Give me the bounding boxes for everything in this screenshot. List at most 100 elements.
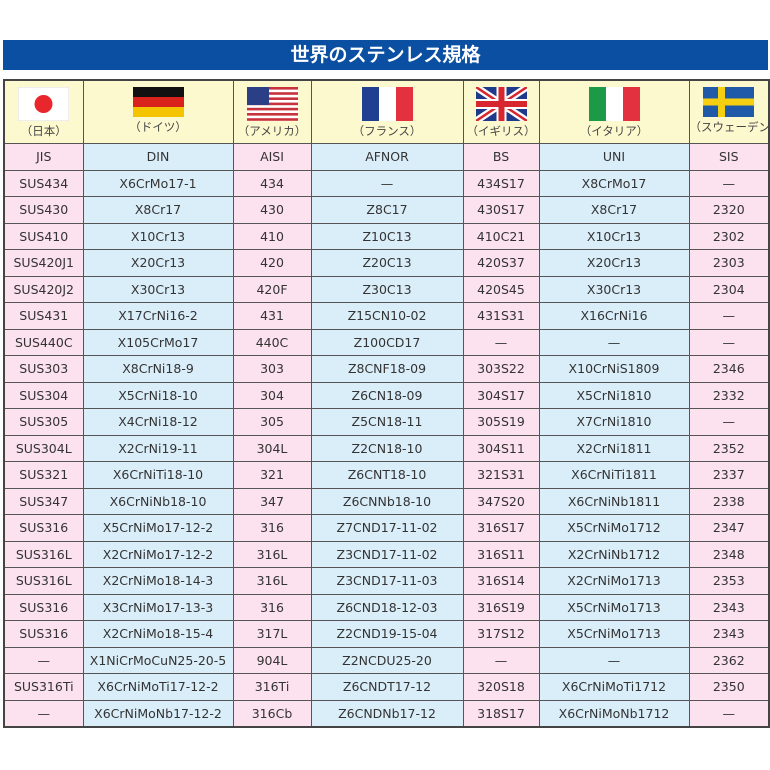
standard-header: BS bbox=[462, 143, 540, 171]
table-row: SUS304 X5CrNi18-10 304 Z6CN18-09 304S17 X5CrN… bbox=[3, 381, 770, 409]
table-cell: 316Cb bbox=[232, 699, 312, 728]
table-cell: — bbox=[3, 699, 84, 728]
table-cell: X5CrNi18-10 bbox=[82, 381, 234, 409]
table-cell: — bbox=[688, 302, 770, 330]
table-row: SUS304L X2CrNi19-11 304L Z2CN18-10 304S11 X2C… bbox=[3, 434, 770, 462]
table-cell: X6CrNiMoNb17-12-2 bbox=[82, 699, 234, 728]
france-flag-icon bbox=[312, 87, 462, 121]
table-cell: 2304 bbox=[688, 275, 770, 303]
table-cell: 2343 bbox=[688, 593, 770, 621]
table-cell: 316S17 bbox=[462, 514, 540, 542]
table-cell: X105CrMo17 bbox=[82, 328, 234, 356]
table-cell: 420S37 bbox=[462, 249, 540, 277]
table-cell: Z2CN18-10 bbox=[310, 434, 464, 462]
table-cell: — bbox=[688, 699, 770, 728]
table-cell: Z30C13 bbox=[310, 275, 464, 303]
table-cell: X17CrNi16-2 bbox=[82, 302, 234, 330]
table-cell: Z20C13 bbox=[310, 249, 464, 277]
table-cell: X6CrNiTi1811 bbox=[538, 461, 690, 489]
table-cell: 2302 bbox=[688, 222, 770, 250]
table-cell: X5CrNiMo1713 bbox=[538, 620, 690, 648]
table-cell: Z6CNNb18-10 bbox=[310, 487, 464, 515]
table-cell: 316S14 bbox=[462, 567, 540, 595]
japan-flag-icon bbox=[5, 87, 82, 121]
table-cell: 304L bbox=[232, 434, 312, 462]
table-cell: SUS321 bbox=[3, 461, 84, 489]
country-cell: （ドイツ） bbox=[82, 79, 234, 144]
table-cell: X2CrNiMo18-15-4 bbox=[82, 620, 234, 648]
table-cell: 2350 bbox=[688, 673, 770, 701]
country-header-row: （日本） （ドイツ） （アメリカ） （フランス） （イギリス） （イタリア） （スウェーデン… bbox=[3, 79, 770, 144]
table-cell: — bbox=[688, 408, 770, 436]
table-cell: 2347 bbox=[688, 514, 770, 542]
country-cell: （アメリカ） bbox=[232, 79, 312, 144]
table-cell: X6CrMo17-1 bbox=[82, 169, 234, 197]
table-cell: 316S19 bbox=[462, 593, 540, 621]
table-cell: Z7CND17-11-02 bbox=[310, 514, 464, 542]
country-name: （イタリア） bbox=[579, 124, 649, 138]
table-cell: 304S17 bbox=[462, 381, 540, 409]
table-cell: X30Cr13 bbox=[538, 275, 690, 303]
standard-header: AISI bbox=[232, 143, 312, 171]
germany-flag-icon bbox=[84, 87, 232, 117]
table-row: SUS420J2 X30Cr13 420F Z30C13 420S45 X30Cr13 23… bbox=[3, 275, 770, 303]
table-cell: SUS420J1 bbox=[3, 249, 84, 277]
table-cell: X5CrNiMo1713 bbox=[538, 593, 690, 621]
table-row: SUS430 X8Cr17 430 Z8C17 430S17 X8Cr17 2320 bbox=[3, 196, 770, 224]
table-cell: SUS303 bbox=[3, 355, 84, 383]
table-cell: 303S22 bbox=[462, 355, 540, 383]
table-cell: 347S20 bbox=[462, 487, 540, 515]
standard-header-row: JIS DIN AISI AFNOR BS UNI SIS bbox=[3, 143, 770, 171]
table-cell: Z10C13 bbox=[310, 222, 464, 250]
country-name: （スウェーデン） bbox=[689, 120, 769, 134]
table-cell: Z3CND17-11-02 bbox=[310, 540, 464, 568]
table-cell: X6CrNiNb1811 bbox=[538, 487, 690, 515]
table-cell: — bbox=[310, 169, 464, 197]
table-cell: 321S31 bbox=[462, 461, 540, 489]
table-cell: — bbox=[538, 328, 690, 356]
table-cell: X2CrNi1811 bbox=[538, 434, 690, 462]
table-cell: Z8C17 bbox=[310, 196, 464, 224]
table-cell: Z3CND17-11-03 bbox=[310, 567, 464, 595]
table-cell: Z8CNF18-09 bbox=[310, 355, 464, 383]
table-cell: X2CrNiMo17-12-2 bbox=[82, 540, 234, 568]
table-cell: X6CrNiTi18-10 bbox=[82, 461, 234, 489]
table-row: SUS347 X6CrNiNb18-10 347 Z6CNNb18-10 347S20 X… bbox=[3, 487, 770, 515]
table-row: SUS410 X10Cr13 410 Z10C13 410C21 X10Cr13 2302 bbox=[3, 222, 770, 250]
table-cell: Z6CNDT17-12 bbox=[310, 673, 464, 701]
table-row: SUS305 X4CrNi18-12 305 Z5CN18-11 305S19 X7CrN… bbox=[3, 408, 770, 436]
table-cell: Z5CN18-11 bbox=[310, 408, 464, 436]
table-cell: SUS305 bbox=[3, 408, 84, 436]
uk-flag-icon bbox=[464, 87, 538, 121]
table-row: SUS431 X17CrNi16-2 431 Z15CN10-02 431S31 X16C… bbox=[3, 302, 770, 330]
country-cell: （スウェーデン） bbox=[688, 79, 770, 144]
country-name: （フランス） bbox=[352, 124, 422, 138]
table-cell: X2CrNiNb1712 bbox=[538, 540, 690, 568]
table-cell: SUS316Ti bbox=[3, 673, 84, 701]
table-cell: 316L bbox=[232, 540, 312, 568]
table-cell: — bbox=[3, 646, 84, 674]
table-cell: 420S45 bbox=[462, 275, 540, 303]
table-row: SUS316Ti X6CrNiMoTi17-12-2 316Ti Z6CNDT17-1… bbox=[3, 673, 770, 701]
table-cell: X16CrNi16 bbox=[538, 302, 690, 330]
table-cell: SUS410 bbox=[3, 222, 84, 250]
stainless-standards-table: （日本） （ドイツ） （アメリカ） （フランス） （イギリス） （イタリア） （スウェーデン… bbox=[3, 79, 770, 728]
table-cell: SUS434 bbox=[3, 169, 84, 197]
table-cell: 321 bbox=[232, 461, 312, 489]
table-cell: 2352 bbox=[688, 434, 770, 462]
table-cell: SUS316L bbox=[3, 540, 84, 568]
table-cell: SUS431 bbox=[3, 302, 84, 330]
standard-header: AFNOR bbox=[310, 143, 464, 171]
table-row: SUS420J1 X20Cr13 420 Z20C13 420S37 X20Cr13 230… bbox=[3, 249, 770, 277]
table-cell: Z6CNT18-10 bbox=[310, 461, 464, 489]
country-cell: （フランス） bbox=[310, 79, 464, 144]
table-row: — X1NiCrMoCuN25-20-5 904L Z2NCDU25-20— —2362 bbox=[3, 646, 770, 674]
table-cell: — bbox=[538, 646, 690, 674]
table-cell: X10CrNiS1809 bbox=[538, 355, 690, 383]
table-cell: X6CrNiMoTi1712 bbox=[538, 673, 690, 701]
table-cell: 316L bbox=[232, 567, 312, 595]
country-cell: （日本） bbox=[3, 79, 84, 144]
table-cell: X6CrNiNb18-10 bbox=[82, 487, 234, 515]
table-cell: 2338 bbox=[688, 487, 770, 515]
table-cell: X2CrNi19-11 bbox=[82, 434, 234, 462]
